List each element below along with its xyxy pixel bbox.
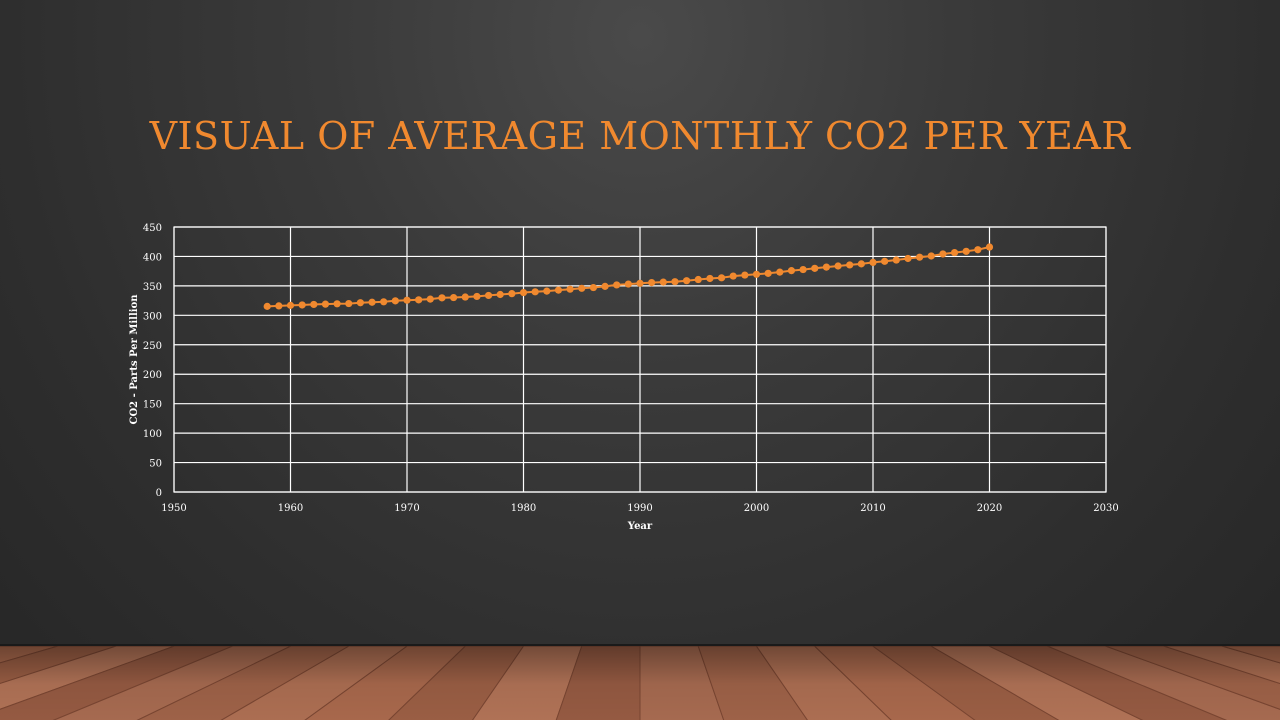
y-tick-label: 400	[143, 252, 162, 263]
y-tick-label: 50	[149, 459, 162, 470]
data-point	[531, 288, 539, 296]
x-tick-label: 1970	[394, 503, 419, 514]
data-point	[648, 278, 656, 287]
data-point	[741, 271, 749, 279]
data-point	[415, 296, 423, 304]
data-point	[822, 263, 831, 271]
y-tick-label: 150	[143, 400, 162, 411]
data-point	[321, 300, 330, 308]
data-point	[799, 265, 807, 274]
x-axis-title: Year	[627, 521, 653, 532]
x-tick-label: 1950	[161, 503, 186, 514]
data-point	[298, 301, 306, 309]
data-point	[391, 297, 399, 305]
data-point	[939, 250, 947, 258]
series-points	[263, 243, 994, 310]
y-axis-title: CO2 - Parts Per Million	[129, 294, 140, 425]
data-point	[950, 248, 959, 257]
data-point	[671, 278, 679, 286]
data-point	[683, 277, 691, 285]
data-point	[554, 286, 563, 294]
y-tick-label: 200	[143, 370, 162, 381]
data-point	[519, 288, 528, 297]
data-point	[286, 301, 295, 309]
chart-grid	[173, 226, 1107, 493]
data-point	[927, 252, 935, 260]
y-tick-label: 450	[143, 223, 162, 234]
data-point	[496, 290, 504, 299]
x-tick-label: 2010	[860, 503, 885, 514]
data-point	[333, 300, 341, 308]
data-point	[345, 299, 353, 308]
data-point	[811, 264, 819, 272]
plot-frame	[173, 226, 1107, 493]
data-point	[473, 292, 481, 301]
x-tick-label: 1960	[278, 503, 303, 514]
data-point	[461, 293, 469, 301]
wooden-floor	[0, 644, 1280, 720]
data-point	[974, 246, 982, 254]
data-point	[566, 285, 574, 293]
x-tick-label: 2030	[1093, 503, 1118, 514]
data-point	[275, 302, 283, 310]
x-tick-label: 2000	[744, 503, 769, 514]
plot-border	[173, 226, 1107, 493]
data-point	[857, 260, 865, 268]
data-point	[846, 261, 854, 269]
data-point	[578, 284, 586, 292]
data-point	[380, 298, 388, 306]
data-point	[834, 262, 842, 270]
data-point	[508, 290, 516, 298]
data-point	[729, 272, 737, 280]
x-tick-label: 2020	[977, 503, 1002, 514]
data-point	[787, 267, 796, 275]
y-tick-label: 300	[143, 311, 162, 322]
data-point	[985, 243, 994, 251]
data-point	[881, 257, 889, 265]
x-axis-ticks: 1950 1960 1970 1980 1990 2000 2010 2020 2030	[161, 503, 1118, 514]
data-point	[438, 294, 446, 302]
data-point	[869, 258, 877, 266]
y-tick-label: 100	[143, 429, 162, 440]
data-point	[356, 299, 364, 307]
data-point	[636, 279, 644, 287]
y-tick-label: 250	[143, 341, 162, 352]
data-point	[904, 254, 912, 263]
x-tick-label: 1990	[627, 503, 652, 514]
data-point	[659, 278, 667, 286]
data-point	[892, 256, 900, 264]
slide-title: VISUAL OF AVERAGE MONTHLY CO2 PER YEAR	[149, 114, 1131, 158]
data-point	[403, 296, 411, 304]
data-point	[426, 295, 434, 303]
data-point	[916, 253, 924, 261]
data-point	[263, 302, 271, 310]
data-point	[706, 274, 714, 283]
data-point	[962, 247, 970, 255]
data-point	[368, 298, 376, 306]
data-point	[484, 291, 493, 300]
data-point	[624, 280, 632, 288]
data-point	[450, 293, 458, 302]
data-point	[601, 282, 609, 290]
data-point	[310, 300, 318, 309]
data-point	[752, 270, 761, 278]
y-tick-label: 0	[156, 488, 162, 499]
data-point	[613, 281, 621, 289]
y-tick-label: 350	[143, 282, 162, 293]
data-point	[589, 283, 598, 292]
data-point	[543, 287, 551, 295]
data-point	[717, 274, 726, 282]
data-point	[764, 269, 772, 277]
y-axis-ticks: 0 50 100 150 200 250 300 350 400 450	[143, 223, 162, 499]
data-point	[694, 275, 702, 284]
data-point	[776, 268, 784, 276]
x-tick-label: 1980	[511, 503, 536, 514]
